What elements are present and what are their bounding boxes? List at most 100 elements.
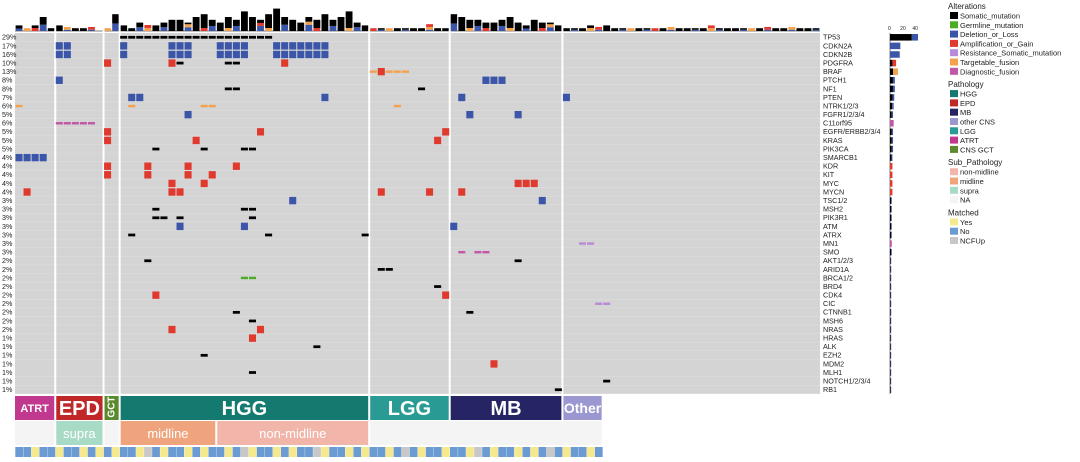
alteration-targetable (370, 70, 377, 72)
alteration-somatic (249, 208, 256, 211)
top-bar-segment (813, 28, 820, 30)
alteration-somatic (152, 36, 159, 39)
side-bar (890, 197, 891, 204)
top-bar-segment (338, 17, 345, 31)
pathology-legend-swatch (950, 146, 958, 153)
alteration-deletion (225, 42, 232, 49)
alteration-somatic (152, 216, 159, 219)
top-bar-segment (185, 23, 192, 25)
alteration-deletion (289, 51, 296, 58)
alteration-somatic (168, 36, 175, 39)
alteration-somatic (144, 36, 151, 39)
alteration-somatic (128, 36, 135, 39)
side-bar (912, 34, 918, 41)
alteration-deletion (177, 223, 184, 230)
alteration-deletion (499, 77, 506, 84)
alteration-diagnostic (72, 122, 79, 124)
alteration-amplification (378, 188, 385, 195)
panel-separator (119, 14, 121, 434)
top-bar-segment (523, 28, 530, 31)
top-bar-segment (579, 28, 586, 31)
matched-cell (361, 447, 369, 457)
alteration-somatic (209, 36, 216, 39)
top-bar-segment (450, 23, 457, 31)
alteration-legend-swatch (950, 21, 958, 28)
matched-cell (233, 447, 241, 457)
side-bar (893, 94, 895, 101)
top-bar-segment (32, 25, 39, 28)
matched-cell (490, 447, 498, 457)
matched-cell (514, 447, 522, 457)
matched-cell (96, 447, 104, 457)
matched-cell (466, 447, 474, 457)
matched-cell (418, 447, 426, 457)
matched-cell (15, 447, 23, 457)
top-bar-segment (483, 28, 490, 31)
matched-cell (64, 447, 72, 457)
top-bar-segment (595, 30, 602, 31)
oncoprint-grid (15, 14, 820, 434)
alteration-somatic (201, 36, 208, 39)
alteration-amplification (168, 188, 175, 195)
matched-cell (370, 447, 378, 457)
pathology-legend-swatch (950, 99, 958, 106)
alteration-amplification (442, 291, 449, 298)
side-bar (890, 318, 891, 325)
matched-cell (144, 447, 152, 457)
matched-cell (531, 447, 539, 457)
alteration-targetable (209, 105, 216, 107)
matched-cell (595, 447, 603, 457)
pathology-legend-swatch (950, 127, 958, 134)
matched-cell (209, 447, 217, 457)
alteration-deletion (185, 42, 192, 49)
top-bar-segment (313, 28, 320, 31)
side-bar (890, 129, 892, 136)
side-bar (890, 146, 892, 153)
alteration-targetable (394, 105, 401, 107)
top-bar-segment (426, 24, 433, 27)
alteration-amplification (185, 171, 192, 178)
top-bar-segment (305, 17, 312, 22)
alteration-amplification (515, 180, 522, 187)
matched-cell (23, 447, 31, 457)
top-bar-segment (668, 30, 675, 31)
top-bar-segment (144, 25, 151, 28)
alteration-deletion (233, 51, 240, 58)
top-bar-segment (257, 26, 264, 31)
alteration-deletion (217, 51, 224, 58)
alteration-amplification (233, 163, 240, 170)
alteration-somatic (185, 36, 192, 39)
side-bar (891, 249, 892, 256)
alteration-somatic (233, 62, 240, 65)
side-bar (890, 189, 892, 196)
matched-cell (474, 447, 482, 457)
alteration-somatic (466, 311, 473, 314)
top-bar-segment (635, 28, 642, 31)
matched-cell (498, 447, 506, 457)
top-bar-segment (209, 26, 216, 31)
top-bar-segment (555, 25, 562, 31)
alteration-somatic (249, 216, 256, 219)
top-bar-segment (587, 25, 594, 28)
alteration-deletion (466, 111, 473, 118)
alteration-legend-label: Targetable_fusion (960, 58, 1019, 67)
side-bar (892, 137, 893, 144)
side-bar (890, 335, 891, 342)
top-bar-segment (48, 28, 55, 31)
side-bar (890, 361, 891, 368)
pathology-legend-label: EPD (960, 99, 976, 108)
alteration-deletion (241, 223, 248, 230)
pathology-legend-swatch (950, 137, 958, 144)
alteration-somatic (249, 148, 256, 151)
alteration-amplification (104, 128, 111, 135)
top-bar-segment (466, 20, 473, 28)
top-bar-segment (354, 27, 361, 31)
alteration-deletion (313, 42, 320, 49)
alteration-somatic (418, 87, 425, 90)
top-bar-segment (136, 27, 143, 31)
top-bar-segment (652, 28, 659, 31)
alteration-legend-label: Resistance_Somatic_mutation (960, 49, 1061, 58)
sub-pathology-legend-swatch (950, 168, 958, 175)
sub-pathology-band (370, 421, 601, 445)
